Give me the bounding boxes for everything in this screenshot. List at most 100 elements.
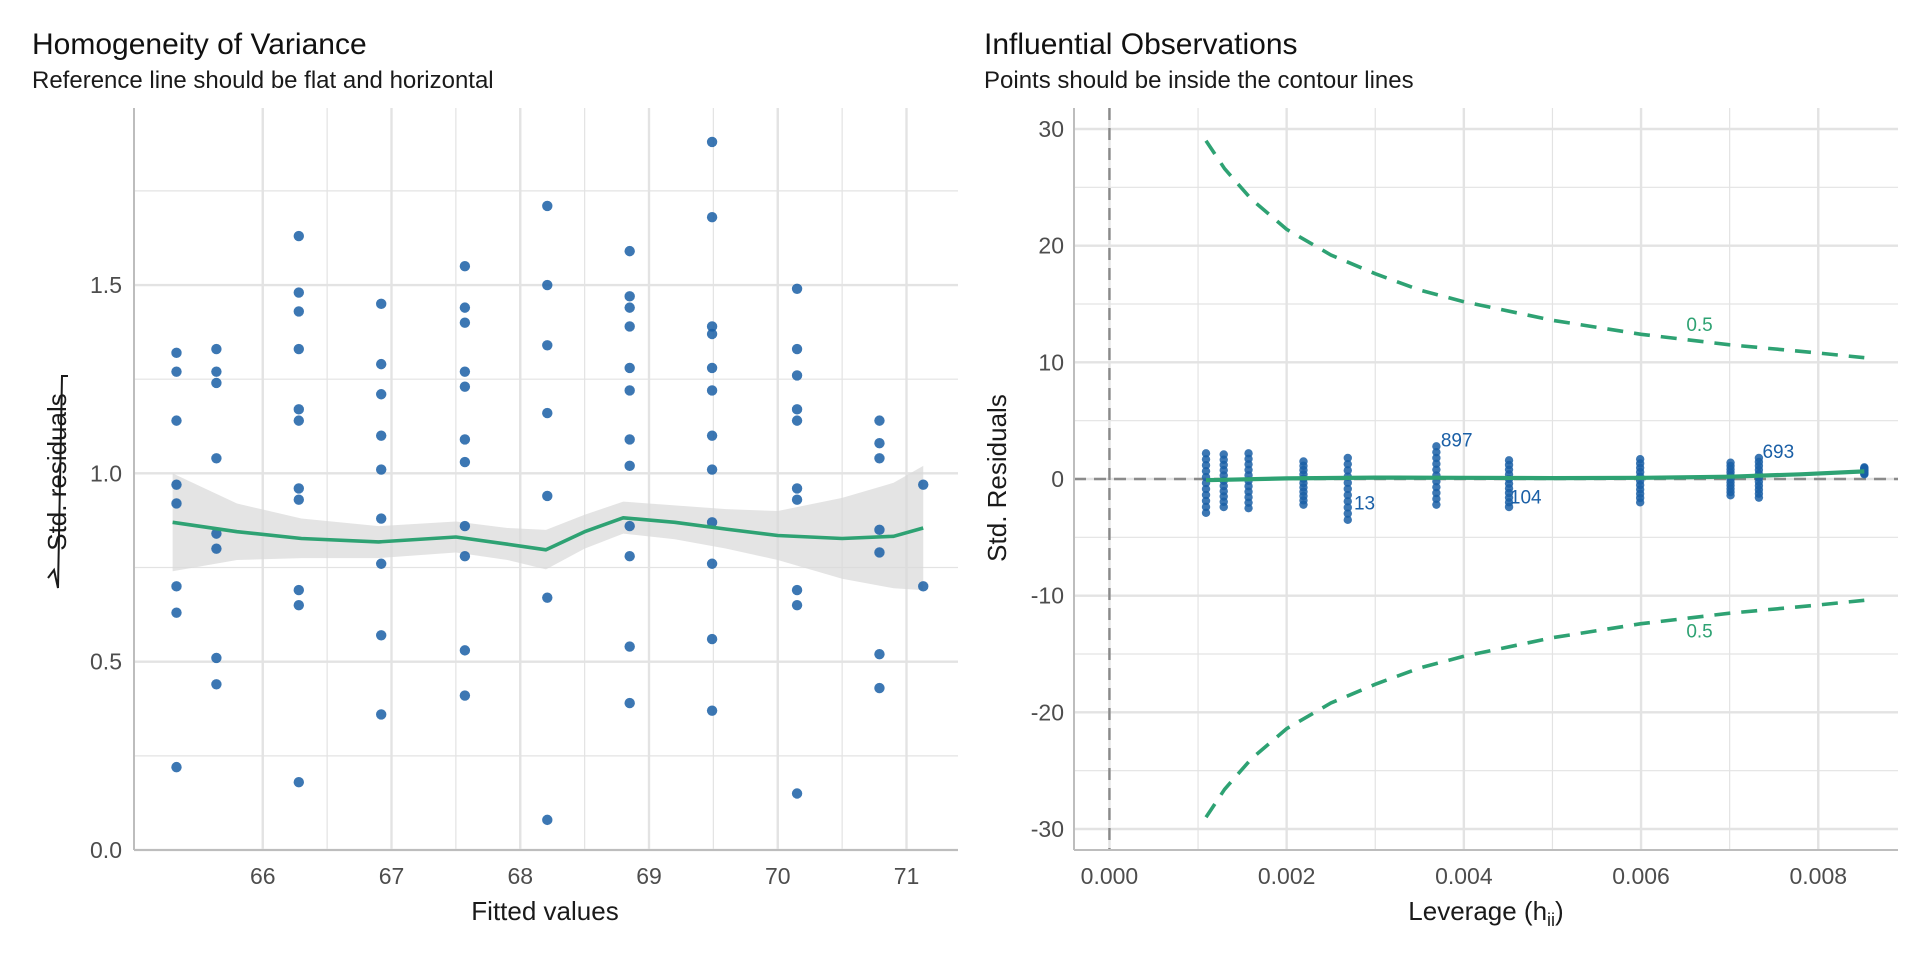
contour-label: 0.5 [1686, 622, 1712, 643]
data-point [791, 494, 803, 505]
data-point [874, 682, 885, 694]
right-axes [1073, 108, 1898, 851]
homogeneity-panel: Homogeneity of Variance Reference line s… [32, 28, 958, 926]
data-point [171, 761, 182, 773]
data-point [1432, 442, 1441, 451]
data-point [624, 697, 635, 709]
data-point [293, 306, 304, 317]
data-point [1343, 466, 1352, 475]
data-point [706, 385, 718, 396]
lower-cook-contour [1204, 598, 1865, 819]
data-point [624, 460, 635, 472]
right-x-tick-labels: 0.000 0.002 0.004 0.006 0.008 [1081, 863, 1847, 889]
left-points [171, 136, 929, 826]
data-point [791, 343, 803, 355]
data-point [1343, 453, 1352, 463]
x-tick-label: 0.000 [1081, 863, 1139, 889]
data-point [874, 648, 885, 660]
x-tick-label: 0.006 [1612, 863, 1670, 889]
data-point [376, 630, 387, 641]
data-point [1201, 455, 1211, 464]
data-point [624, 245, 635, 257]
data-point [459, 690, 471, 701]
data-point [542, 407, 553, 419]
data-point [376, 430, 387, 441]
left-axes [133, 108, 958, 851]
data-point [211, 528, 222, 539]
x-tick-label: 0.002 [1258, 863, 1316, 889]
y-tick-label: -10 [1031, 583, 1064, 609]
data-point [171, 479, 182, 490]
data-point [624, 291, 635, 302]
data-point [211, 366, 222, 377]
left-smooth-line [172, 516, 924, 552]
data-point [293, 287, 304, 298]
data-point [1201, 508, 1211, 518]
data-point [293, 599, 304, 611]
loess-line [172, 516, 924, 552]
data-point [171, 498, 182, 509]
data-point [542, 200, 553, 212]
influential-panel: Influential Observations Points should b… [982, 28, 1898, 930]
data-point [791, 370, 803, 381]
data-point [706, 705, 718, 716]
y-tick-label: 20 [1038, 233, 1064, 259]
data-point [459, 645, 471, 656]
right-x-axis-label-close: ) [1555, 896, 1564, 926]
data-point [624, 551, 635, 562]
point-label: 693 [1762, 442, 1794, 463]
x-tick-label: 68 [507, 863, 533, 889]
data-point [293, 494, 304, 505]
data-point [624, 302, 635, 313]
data-point [1504, 456, 1514, 465]
confidence-band [172, 465, 924, 591]
data-point [459, 434, 471, 445]
right-y-axis-label: Std. Residuals [982, 394, 1012, 562]
data-point [624, 362, 635, 374]
data-point [459, 551, 471, 562]
data-point [459, 366, 471, 377]
left-subtitle: Reference line should be flat and horizo… [32, 67, 494, 94]
data-point [376, 298, 387, 310]
data-point [171, 415, 182, 426]
data-point [1201, 490, 1211, 500]
left-gridlines [134, 108, 958, 852]
right-y-tick-labels: -30 -20 -10 0 10 20 30 [1031, 116, 1064, 842]
x-tick-label: 70 [765, 863, 791, 889]
data-point [874, 547, 885, 558]
right-smooth-line [1205, 469, 1865, 483]
right-x-axis-label: Leverage (hii) [1408, 896, 1563, 930]
data-point [874, 453, 885, 464]
data-point [376, 513, 387, 524]
data-point [1432, 494, 1441, 504]
left-confidence-band [172, 465, 924, 591]
left-x-axis-label: Fitted values [471, 896, 618, 926]
left-y-tick-labels: 0.0 0.5 1.0 1.5 [90, 272, 122, 863]
upper-cook-contour [1204, 139, 1865, 360]
y-tick-label: 30 [1038, 116, 1064, 142]
data-point [791, 404, 803, 415]
data-point [874, 524, 885, 536]
right-point-labels: 897 693 104 13 [1354, 430, 1794, 514]
data-point [211, 453, 222, 464]
data-point [293, 404, 304, 415]
data-point [293, 584, 304, 596]
data-point [376, 558, 387, 569]
data-point [211, 652, 222, 664]
data-point [1343, 484, 1352, 494]
data-point [1432, 447, 1441, 457]
y-tick-label: 0.5 [90, 649, 122, 675]
data-point [171, 581, 182, 592]
data-point [706, 430, 718, 441]
data-point [1343, 515, 1352, 525]
data-point [211, 679, 222, 690]
y-tick-label: 1.5 [90, 272, 122, 298]
data-point [459, 456, 471, 468]
data-point [1432, 459, 1441, 469]
data-point [791, 483, 803, 494]
left-y-axis-label-group: Std. residuals [42, 393, 72, 551]
data-point [376, 389, 387, 400]
data-point [211, 343, 222, 355]
data-point [459, 381, 471, 392]
